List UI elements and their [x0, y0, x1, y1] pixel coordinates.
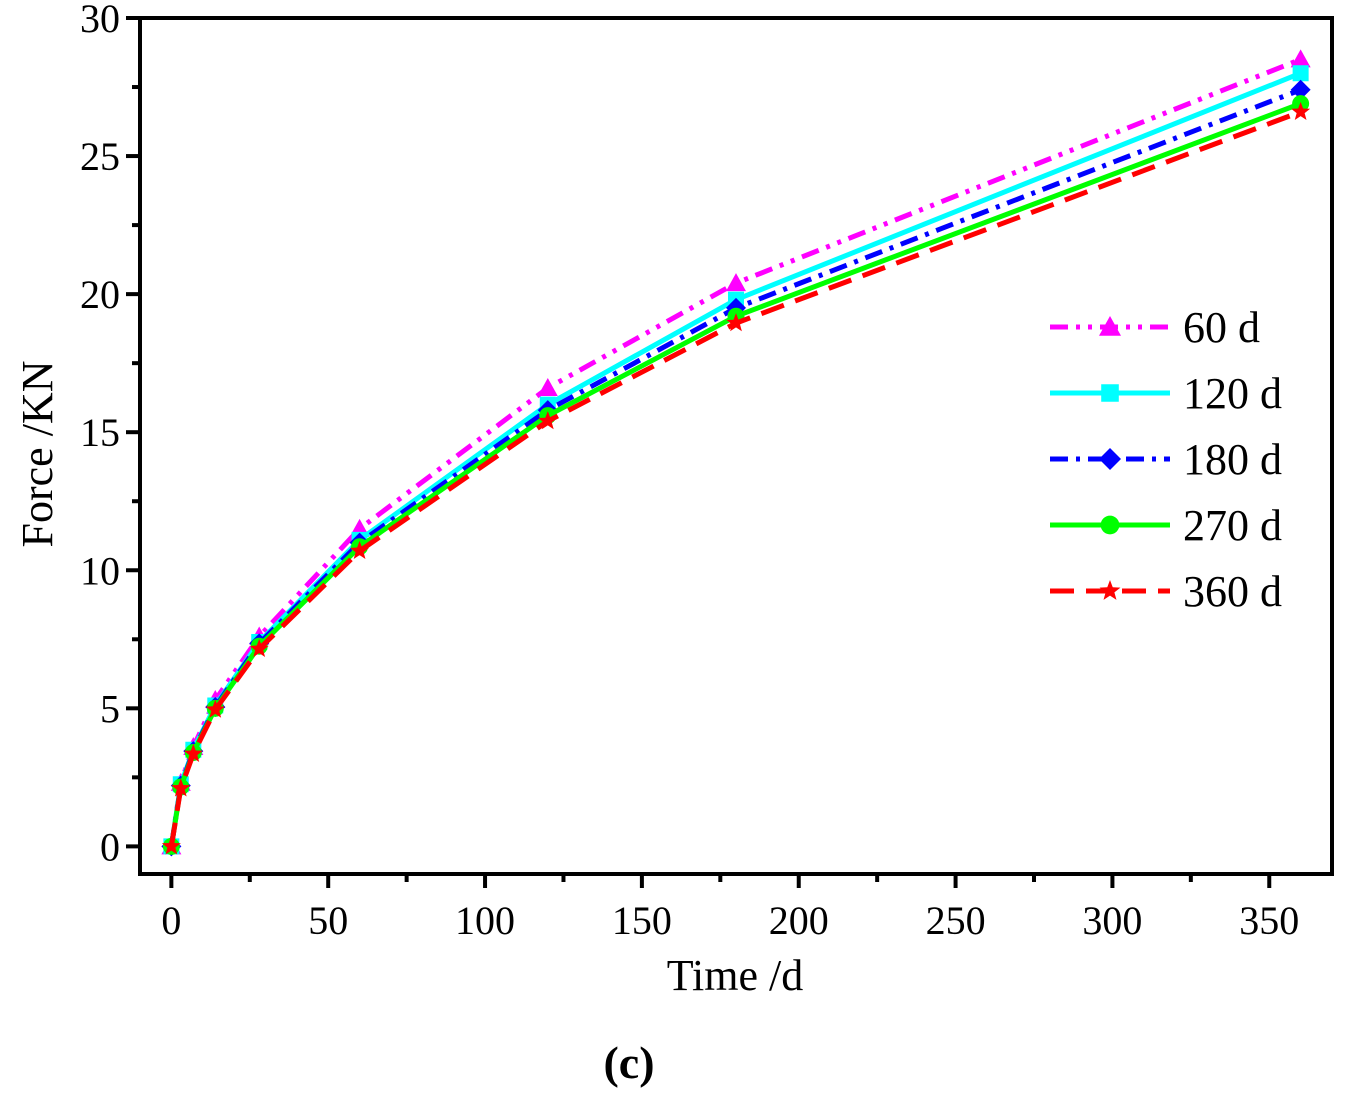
series-line	[168, 109, 1302, 847]
data-point	[205, 699, 225, 718]
y-tick-label: 25	[80, 134, 120, 179]
y-axis-title: Force /KN	[13, 361, 62, 548]
series-180-d	[161, 79, 1311, 857]
legend: 60 d 120 d 180 d 270 d 360 d	[1050, 303, 1282, 616]
legend-label: 180 d	[1183, 435, 1282, 484]
x-tick-label: 250	[926, 898, 986, 943]
data-point	[726, 273, 746, 292]
x-tick-label: 350	[1239, 898, 1299, 943]
data-point	[538, 411, 558, 430]
data-point	[350, 540, 370, 560]
legend-label: 120 d	[1183, 369, 1282, 418]
legend-marker	[1101, 384, 1119, 402]
x-tick-label: 50	[308, 898, 348, 943]
data-point	[1292, 65, 1309, 82]
data-point	[1291, 101, 1311, 120]
data-point	[161, 836, 181, 855]
data-point	[1290, 79, 1311, 100]
legend-item-270-d: 270 d	[1050, 501, 1282, 550]
axes: 0 50 100 150 200 250 300 350 0 5 10 15 20 25 30	[80, 0, 1334, 943]
series-line	[168, 101, 1302, 847]
x-axis-title: Time /d	[667, 951, 804, 1000]
legend-marker	[1099, 316, 1121, 336]
legend-marker	[1100, 515, 1120, 535]
data-point	[249, 638, 269, 658]
y-tick-label: 15	[80, 410, 120, 455]
data-point	[171, 778, 191, 797]
legend-item-120-d: 120 d	[1050, 369, 1282, 418]
legend-item-360-d: 360 d	[1050, 567, 1282, 616]
legend-item-180-d: 180 d	[1050, 435, 1282, 484]
x-tick-label: 300	[1082, 898, 1142, 943]
data-point	[537, 378, 558, 397]
series-line	[168, 57, 1302, 847]
legend-label: 270 d	[1183, 501, 1282, 550]
x-tick-label: 0	[161, 898, 181, 943]
data-point	[726, 313, 746, 332]
data-point	[1290, 49, 1311, 68]
series-360-d	[161, 101, 1311, 855]
y-tick-label: 0	[100, 824, 120, 869]
plot-frame	[138, 16, 1334, 876]
data-point	[183, 743, 203, 762]
x-tick-label: 100	[455, 898, 515, 943]
x-tick-label: 200	[769, 898, 829, 943]
legend-label: 360 d	[1183, 567, 1282, 616]
y-tick-label: 20	[80, 272, 120, 317]
legend-label: 60 d	[1183, 303, 1260, 352]
legend-item-60-d: 60 d	[1050, 303, 1260, 352]
y-tick-label: 10	[80, 548, 120, 593]
panel-label: (c)	[603, 1037, 654, 1088]
series-line	[168, 87, 1302, 847]
y-tick-label: 5	[100, 686, 120, 731]
legend-marker	[1099, 580, 1121, 600]
y-tick-label: 30	[80, 0, 120, 41]
series-layer	[161, 49, 1311, 857]
series-270-d	[162, 95, 1310, 855]
x-tick-label: 150	[612, 898, 672, 943]
legend-marker	[1099, 448, 1121, 470]
